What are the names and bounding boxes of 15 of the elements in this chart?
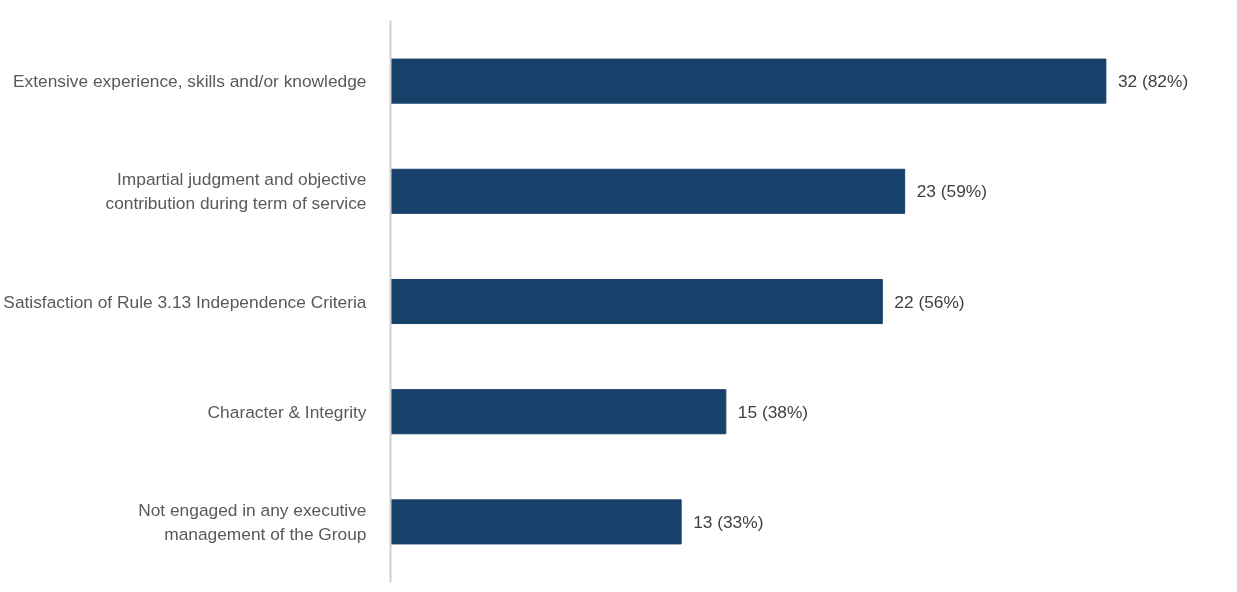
data-label: 22 (56%) [894, 291, 965, 312]
data-label: 13 (33%) [693, 511, 764, 532]
data-label: 32 (82%) [1117, 71, 1189, 92]
data-label: 23 (59%) [916, 181, 987, 202]
bar [390, 389, 727, 435]
y-tick-label: Not engaged in any executive management of the Group [138, 499, 367, 544]
bar [390, 168, 906, 214]
y-tick-label: Satisfaction of Rule 3.13 Independence Criteria [3, 291, 367, 312]
y-tick-label: Extensive experience, skills and/or knowledge [13, 71, 367, 92]
y-tick-label: Impartial judgment and objective contribution during term of service [105, 169, 367, 214]
bar [390, 499, 682, 545]
data-label: 15 (38%) [737, 401, 809, 422]
bar [390, 278, 883, 325]
bar [390, 58, 1107, 104]
y-tick-label: Character & Integrity [207, 401, 367, 422]
